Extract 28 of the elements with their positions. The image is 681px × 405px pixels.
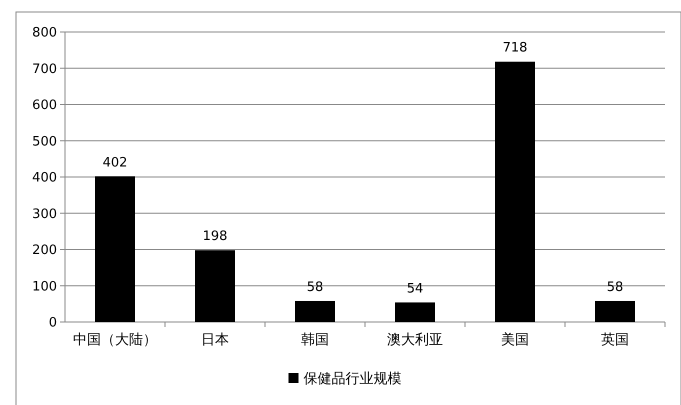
data-label: 198 (202, 229, 228, 244)
y-tick-label: 0 (48, 316, 57, 331)
bar (195, 250, 235, 322)
data-label: 58 (606, 280, 624, 295)
data-label: 718 (502, 40, 528, 56)
y-tick-label: 800 (32, 26, 57, 41)
y-tick-label: 500 (32, 134, 57, 150)
y-tick-label: 200 (32, 243, 57, 258)
y-tick-label: 700 (32, 62, 57, 77)
bar (495, 62, 535, 322)
bar (295, 300, 335, 322)
x-tick-label: 澳大利亚 (387, 332, 443, 348)
y-tick-label: 600 (32, 98, 57, 114)
x-tick-label: 美国 (501, 332, 529, 348)
y-tick-label: 100 (32, 279, 57, 294)
bar (395, 302, 435, 322)
x-tick-label: 中国（大陆） (73, 332, 157, 348)
y-tick-label: 400 (32, 170, 57, 186)
bar (595, 300, 635, 322)
bar (95, 176, 135, 322)
y-tick-label: 300 (32, 206, 57, 222)
data-label: 58 (306, 280, 324, 295)
x-tick-label: 英国 (601, 332, 629, 348)
legend-label: 保健品行业规模 (304, 370, 402, 387)
x-tick-label: 韩国 (301, 332, 329, 348)
data-label: 54 (406, 281, 424, 296)
x-tick-label: 日本 (201, 332, 229, 348)
data-label: 402 (102, 155, 128, 170)
